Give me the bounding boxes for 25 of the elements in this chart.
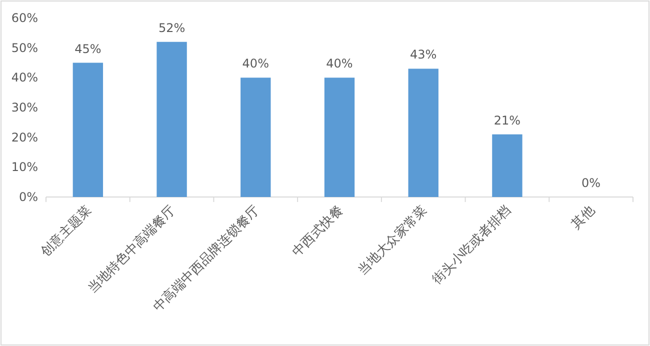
y-tick-label: 40% [11,70,38,85]
bar [324,78,355,197]
x-tick-label: 街头小吃或者排档 [430,203,514,288]
bar [492,134,522,197]
x-tick-label: 中西式快餐 [290,203,346,260]
data-label: 40% [326,56,353,71]
x-tick-label: 当地大众家常菜 [354,202,430,278]
y-tick-label: 50% [11,40,38,55]
y-tick-label: 60% [11,11,38,25]
data-label: 43% [410,48,437,62]
data-label: 52% [158,20,186,35]
x-tick-label: 其他 [568,203,598,232]
bar [408,68,438,197]
y-tick-label: 10% [11,160,38,174]
x-tick-label: 创意主题菜 [37,202,95,260]
y-tick-label: 0% [18,190,38,204]
y-tick-label: 30% [11,100,38,114]
bar [240,78,271,197]
data-label: 40% [242,56,269,71]
data-label: 0% [582,176,601,190]
bar [156,42,187,197]
bar [72,62,104,197]
data-label: 21% [494,113,521,128]
y-tick-label: 20% [11,130,38,144]
data-label: 45% [74,42,102,56]
